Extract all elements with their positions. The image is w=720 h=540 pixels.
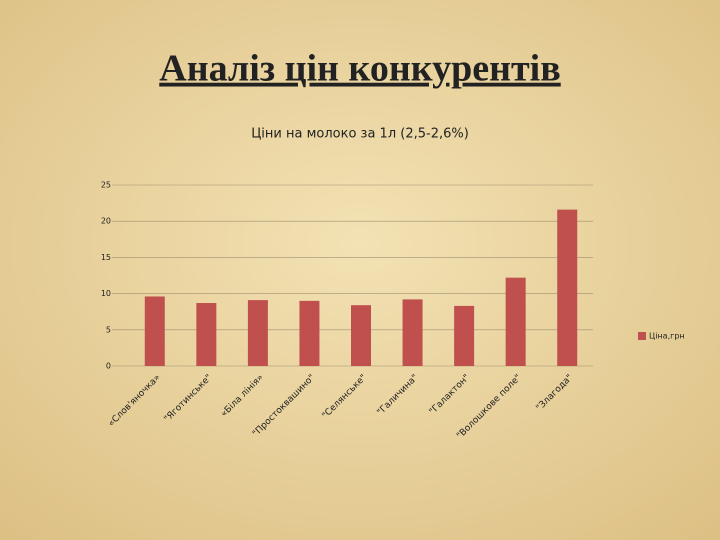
bar <box>557 209 578 366</box>
chart-title: Ціни на молоко за 1л (2,5-2,6%) <box>251 127 469 142</box>
bar <box>144 296 165 366</box>
y-tick-label: 10 <box>101 289 111 298</box>
bar <box>351 305 371 366</box>
y-tick-label: 0 <box>106 362 111 371</box>
bar <box>454 305 475 366</box>
bar <box>402 299 423 366</box>
y-tick-label: 5 <box>106 325 111 334</box>
bar <box>196 303 217 366</box>
y-tick-label: 25 <box>101 181 111 190</box>
bar <box>505 277 526 366</box>
slide-title: Аналіз цін конкурентів <box>159 48 560 90</box>
bar <box>247 300 268 366</box>
y-tick-label: 20 <box>101 217 111 226</box>
y-tick-label: 15 <box>101 253 111 262</box>
legend-swatch <box>638 332 646 340</box>
bar <box>299 300 320 366</box>
legend-label: Ціна,грн <box>649 332 685 341</box>
